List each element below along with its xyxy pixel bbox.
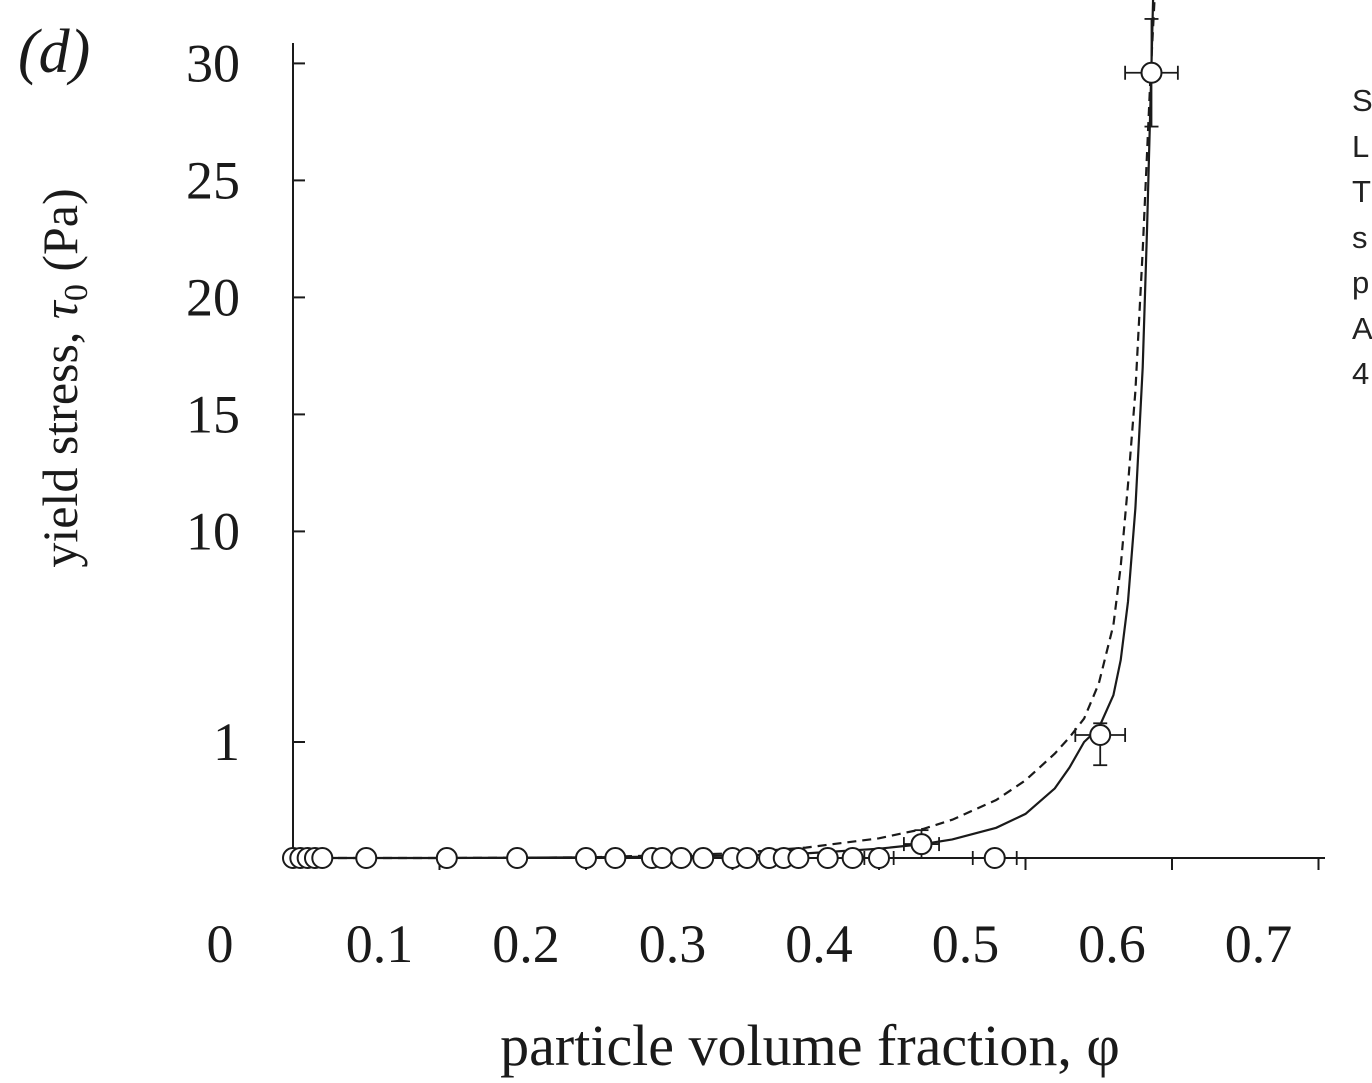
data-point xyxy=(910,833,933,856)
side-line-2: L xyxy=(1352,128,1370,164)
y-axis-label-unit: (Pa) xyxy=(32,188,88,284)
x-tick-label: 0.6 xyxy=(1078,914,1146,974)
y-tick-label: 30 xyxy=(186,33,240,93)
x-tick-label: 0.1 xyxy=(346,914,414,974)
data-point xyxy=(651,847,674,869)
y-tick-label: 25 xyxy=(186,150,240,210)
solid-fit-line xyxy=(293,0,1155,860)
panel-label: (d) xyxy=(18,18,90,86)
data-point xyxy=(736,847,759,869)
data-point xyxy=(670,847,693,869)
y-tick-label: 10 xyxy=(186,501,240,561)
data-point xyxy=(787,847,810,869)
data-point xyxy=(1140,61,1163,84)
x-tick-label: 0.7 xyxy=(1225,914,1293,974)
data-point xyxy=(692,847,715,869)
y-axis-label-subscript: 0 xyxy=(58,284,95,301)
data-point xyxy=(604,847,627,869)
y-ticks: 3530252015101 xyxy=(186,33,305,772)
side-line-3: T xyxy=(1352,174,1371,209)
x-tick-label: 0.5 xyxy=(932,914,1000,974)
data-point xyxy=(983,847,1006,869)
y-axis-label-text: yield stress, xyxy=(32,319,88,568)
x-ticks: 0 0.1 0.2 0.3 0.4 0.5 0.6 0.7 xyxy=(207,858,1320,974)
data-point xyxy=(575,847,597,869)
y-tick-label: 15 xyxy=(186,384,240,444)
dashed-fit-line xyxy=(293,0,1156,860)
y-tick-label: 1 xyxy=(213,712,240,772)
side-caption-fragment: S L T s p A 4 xyxy=(1352,78,1372,397)
y-tick-label: 20 xyxy=(186,267,240,327)
data-point xyxy=(435,847,458,869)
data-point xyxy=(841,847,864,869)
side-line-6: A xyxy=(1352,310,1372,346)
data-point xyxy=(868,847,890,869)
x-axis-label: particle volume fraction, φ xyxy=(500,1013,1120,1078)
data-point xyxy=(311,847,334,869)
side-line-5: p xyxy=(1352,265,1370,300)
y-axis-label-tau: τ xyxy=(32,299,88,319)
side-line-7: 4 xyxy=(1352,356,1370,391)
x-tick-label: 0.2 xyxy=(492,914,560,974)
data-point xyxy=(355,847,378,869)
data-point xyxy=(816,847,839,869)
data-point xyxy=(1089,723,1112,746)
data-point xyxy=(506,847,529,869)
side-line-4: s xyxy=(1352,219,1368,255)
axes xyxy=(292,43,1325,859)
y-axis-label: yield stress, τ0 (Pa) xyxy=(32,188,95,567)
side-line-1: S xyxy=(1352,83,1372,118)
x-tick-label: 0.4 xyxy=(785,914,853,974)
fit-curves xyxy=(293,0,1156,860)
x-tick-label: 0 xyxy=(207,914,234,974)
x-tick-label: 0.3 xyxy=(639,914,707,974)
data-points xyxy=(282,18,1179,869)
